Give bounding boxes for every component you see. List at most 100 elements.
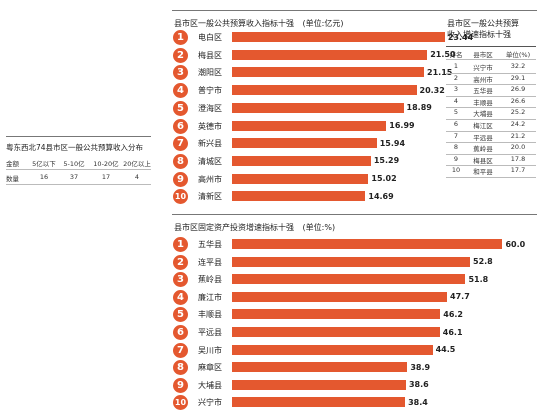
growth-table-row-rule [446,176,536,178]
growth-table-cell: 平远县 [473,133,493,142]
bar [232,291,448,302]
bar-category-label: 五华县 [198,240,222,249]
bar-value-label: 21.15 [427,67,453,77]
growth-table-title-line1: 县市区一般公共预算 [447,19,519,28]
distribution-table-cell: 数量 [6,175,19,183]
top-separator [172,10,537,11]
rank-badge: 6 [173,118,188,134]
rank-badge: 2 [173,254,188,270]
growth-table-header: 排名 [449,51,463,59]
growth-table-row-rule [446,165,536,167]
bar-value-label: 46.1 [442,327,463,337]
bar-category-label: 清新区 [198,192,222,202]
growth-table-cell: 8 [453,143,459,152]
bottom-chart-unit: (单位:%) [302,223,336,232]
growth-table-cell: 25.2 [510,108,526,117]
growth-table-cell: 32.2 [510,62,526,70]
bar [232,191,366,202]
distribution-table-rule [6,169,151,170]
rank-badge: 10 [173,189,188,205]
bar [232,155,371,166]
bar-value-label: 38.9 [410,362,431,372]
top-chart-title: 县市区一般公共预算收入指标十强 (单位:亿元) [174,18,343,29]
bar-value-label: 15.29 [373,156,400,166]
growth-table-cell: 17.7 [510,166,526,175]
bar-category-label: 丰顺县 [198,310,222,320]
growth-table-cell: 5 [453,108,459,117]
growth-table-cell: 4 [453,96,459,105]
rank-badge: 8 [173,153,188,169]
bar-category-label: 英德市 [198,121,222,131]
bar-category-label: 普宁市 [198,86,222,96]
bar-category-label: 新兴县 [198,139,222,149]
distribution-table-title-text: 粤东西北74县市区一般公共预算收入分布 [6,143,144,152]
growth-table-row-rule [446,153,536,155]
growth-table-cell: 高州市 [473,75,493,84]
bar [232,173,369,184]
distribution-table-header: 金额 [6,160,19,168]
bar [232,239,503,249]
bar-category-label: 大埔县 [198,380,222,390]
middle-separator [172,214,537,215]
bar-value-label: 20.32 [419,85,445,95]
bar [232,362,408,373]
distribution-separator [6,136,151,137]
bar [232,32,445,42]
bar-category-label: 吴川市 [198,345,222,355]
growth-table-title-line2: 收入增速指标十强 [447,30,511,39]
growth-table-cell: 大埔县 [473,110,493,119]
bar-value-label: 15.02 [371,174,397,184]
rank-badge: 6 [173,325,188,340]
growth-table-cell: 24.2 [510,120,526,128]
bar-category-label: 梅县区 [198,50,222,60]
rank-badge: 5 [173,100,188,116]
growth-table-cell: 29.1 [510,73,526,82]
growth-table-row-rule [446,107,536,109]
bar [232,102,404,113]
bar-value-label: 21.50 [430,50,456,60]
bar [232,49,428,60]
bar-category-label: 连平县 [198,257,222,267]
bar [232,397,406,408]
bar [232,67,425,78]
bar-value-label: 38.6 [408,380,429,390]
growth-table-row-rule [446,72,536,74]
bar-category-label: 平远县 [198,328,222,337]
growth-table-cell: 9 [453,154,459,163]
bar [232,274,466,285]
bar [232,344,433,355]
bar-value-label: 16.99 [389,121,415,130]
bar-category-label: 清城区 [198,156,222,166]
growth-table-cell: 梅江区 [473,122,493,130]
growth-table-cell: 梅县区 [473,156,493,165]
rank-badge: 4 [173,83,188,99]
growth-table-cell: 26.9 [510,85,526,94]
bar-value-label: 52.8 [473,257,493,267]
distribution-table-header: 10-20亿 [93,160,119,168]
growth-table-header: 单位(%) [505,51,531,59]
growth-table-header: 县市区 [473,51,493,59]
growth-table-cell: 7 [453,131,459,140]
growth-table-cell: 五华县 [473,87,493,96]
rank-badge: 3 [173,272,188,288]
distribution-table-header: 5亿以下 [32,160,56,168]
rank-badge: 9 [173,171,188,187]
bar-category-label: 兴宁市 [198,398,222,408]
distribution-table-cell: 16 [39,173,49,181]
rank-badge: 3 [173,65,188,81]
distribution-table-header: 20亿以上 [123,160,151,168]
rank-badge: 7 [173,342,188,358]
bar-category-label: 电白区 [198,33,222,42]
growth-table-cell: 1 [453,62,459,70]
distribution-table-cell: 37 [69,173,79,181]
bar [232,120,387,131]
growth-table-cell: 6 [453,120,459,128]
growth-table-cell: 3 [453,85,459,94]
growth-table-cell: 21.2 [510,131,526,140]
rank-badge: 7 [173,136,188,152]
rank-badge: 5 [173,307,188,323]
growth-table-cell: 丰顺县 [473,98,493,107]
bottom-chart-title: 县市区固定资产投资增速指标十强 (单位:%) [174,222,335,233]
rank-badge: 10 [173,395,188,411]
top-chart-title-text: 县市区一般公共预算收入指标十强 [174,19,294,28]
